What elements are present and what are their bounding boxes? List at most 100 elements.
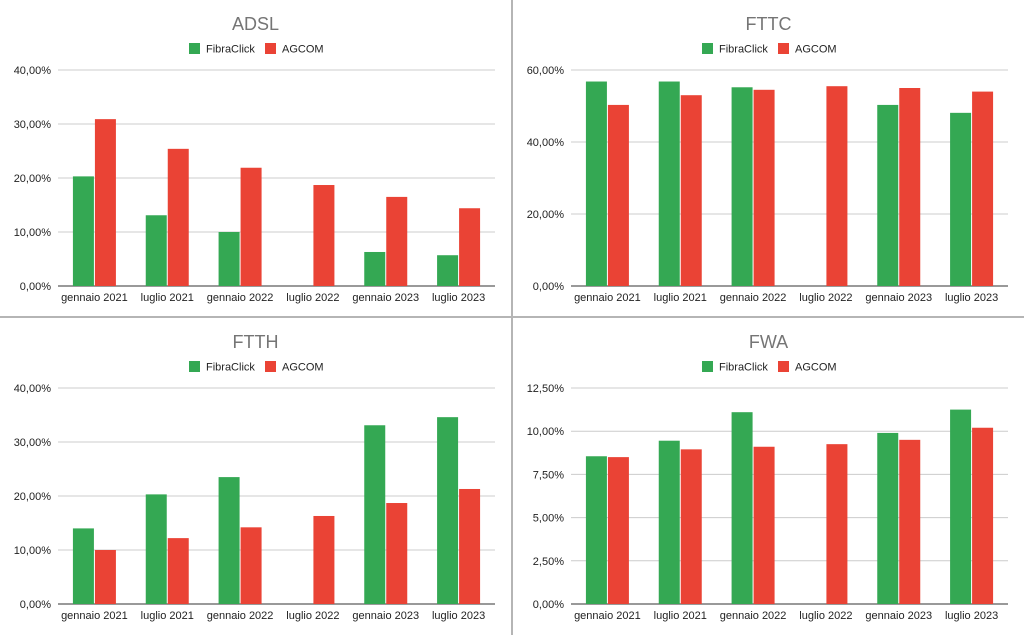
chart-title: FTTC <box>746 14 792 34</box>
x-tick-label: gennaio 2022 <box>207 610 274 622</box>
chart-fttc: FTTC FibraClick AGCOM 0,00% 20,00% 40,00% 60,0… <box>527 14 1008 304</box>
chart-ftth: FTTH FibraClick AGCOM 0,00% 10,00% 20,00% 30,0… <box>14 332 495 622</box>
chart-title: FWA <box>749 332 788 352</box>
y-tick-label: 10,00% <box>14 227 52 239</box>
legend-label: AGCOM <box>795 362 837 374</box>
legend: FibraClick AGCOM <box>702 361 837 374</box>
bar-agcom <box>240 527 262 604</box>
legend-label: FibraClick <box>206 44 255 56</box>
y-tick-label: 7,50% <box>533 469 564 481</box>
x-tick-label: luglio 2022 <box>799 292 852 304</box>
legend-label: FibraClick <box>206 362 255 374</box>
x-tick-label: gennaio 2023 <box>352 292 419 304</box>
x-tick-label: gennaio 2021 <box>61 292 128 304</box>
legend-swatch-agcom <box>265 43 276 54</box>
bar-fibraclick <box>364 251 386 286</box>
y-tick-label: 20,00% <box>527 209 565 221</box>
legend-label: FibraClick <box>719 44 768 56</box>
bar-agcom <box>313 515 335 604</box>
y-tick-label: 0,00% <box>533 281 564 293</box>
x-tick-label: gennaio 2022 <box>207 292 274 304</box>
bar-agcom <box>680 449 702 604</box>
bar-fibraclick <box>585 81 607 287</box>
x-tick-label: luglio 2022 <box>799 610 852 622</box>
legend-label: AGCOM <box>282 362 324 374</box>
x-tick-label: gennaio 2022 <box>720 610 787 622</box>
bar-agcom <box>899 439 921 604</box>
horizontal-divider <box>0 316 1024 318</box>
bar-fibraclick <box>145 215 167 286</box>
bar-fibraclick <box>950 409 972 604</box>
bar-agcom <box>240 167 262 286</box>
legend: FibraClick AGCOM <box>189 361 324 374</box>
x-tick-label: gennaio 2022 <box>720 292 787 304</box>
bar-fibraclick <box>218 477 240 604</box>
bar-agcom <box>826 86 848 286</box>
bar-agcom <box>386 196 408 286</box>
x-tick-label: luglio 2021 <box>654 292 707 304</box>
x-tick-label: gennaio 2023 <box>352 610 419 622</box>
y-tick-label: 60,00% <box>527 65 565 77</box>
legend-label: AGCOM <box>795 44 837 56</box>
legend-swatch-agcom <box>265 361 276 372</box>
bar-fibraclick <box>877 432 899 604</box>
legend: FibraClick AGCOM <box>189 43 324 56</box>
y-tick-label: 10,00% <box>14 545 52 557</box>
bar-agcom <box>826 444 848 604</box>
y-tick-label: 0,00% <box>20 599 51 611</box>
bar-fibraclick <box>72 528 94 604</box>
x-tick-label: luglio 2021 <box>141 292 194 304</box>
y-tick-label: 20,00% <box>14 491 52 503</box>
legend-swatch-fibraclick <box>189 43 200 54</box>
y-tick-label: 12,50% <box>527 383 565 395</box>
legend-swatch-agcom <box>778 43 789 54</box>
y-tick-label: 20,00% <box>14 173 52 185</box>
bar-agcom <box>313 185 335 286</box>
bar-fibraclick <box>877 104 899 286</box>
x-tick-label: luglio 2023 <box>945 292 998 304</box>
bar-agcom <box>459 208 481 286</box>
bar-agcom <box>899 88 921 286</box>
legend-swatch-fibraclick <box>702 361 713 372</box>
x-tick-label: gennaio 2021 <box>61 610 128 622</box>
chart-fwa: FWA FibraClick AGCOM 0,00% 2,50% 5,00% 7,50% 10… <box>527 332 1008 622</box>
x-tick-label: gennaio 2023 <box>865 292 932 304</box>
bar-fibraclick <box>731 412 753 604</box>
y-tick-label: 40,00% <box>14 383 52 395</box>
y-tick-label: 5,00% <box>533 513 564 525</box>
bar-agcom <box>972 427 994 604</box>
y-tick-label: 40,00% <box>527 137 565 149</box>
legend-swatch-fibraclick <box>189 361 200 372</box>
x-tick-label: luglio 2022 <box>286 610 339 622</box>
bar-agcom <box>753 89 775 286</box>
bar-agcom <box>607 104 629 286</box>
chart-adsl: ADSL FibraClick AGCOM 0,00% 10,00% 20,00% 30,0… <box>14 14 495 304</box>
y-tick-label: 2,50% <box>533 556 564 568</box>
x-tick-label: gennaio 2021 <box>574 292 641 304</box>
x-tick-label: gennaio 2021 <box>574 610 641 622</box>
chart-title: FTTH <box>233 332 279 352</box>
bar-agcom <box>680 95 702 286</box>
y-tick-label: 40,00% <box>14 65 52 77</box>
bar-fibraclick <box>658 440 680 604</box>
bar-fibraclick <box>731 87 753 286</box>
legend-swatch-agcom <box>778 361 789 372</box>
y-tick-label: 30,00% <box>14 437 52 449</box>
y-tick-label: 30,00% <box>14 119 52 131</box>
bar-agcom <box>607 457 629 604</box>
bar-fibraclick <box>950 112 972 286</box>
y-tick-label: 0,00% <box>20 281 51 293</box>
bar-agcom <box>386 503 408 604</box>
bar-agcom <box>167 538 189 604</box>
bar-agcom <box>459 488 481 604</box>
chart-title: ADSL <box>232 14 279 34</box>
x-tick-label: luglio 2021 <box>141 610 194 622</box>
x-tick-label: luglio 2023 <box>432 292 485 304</box>
legend-swatch-fibraclick <box>702 43 713 54</box>
legend-label: AGCOM <box>282 44 324 56</box>
bar-fibraclick <box>218 232 240 286</box>
bar-fibraclick <box>72 176 94 286</box>
bar-fibraclick <box>145 494 167 604</box>
bar-fibraclick <box>437 255 459 286</box>
